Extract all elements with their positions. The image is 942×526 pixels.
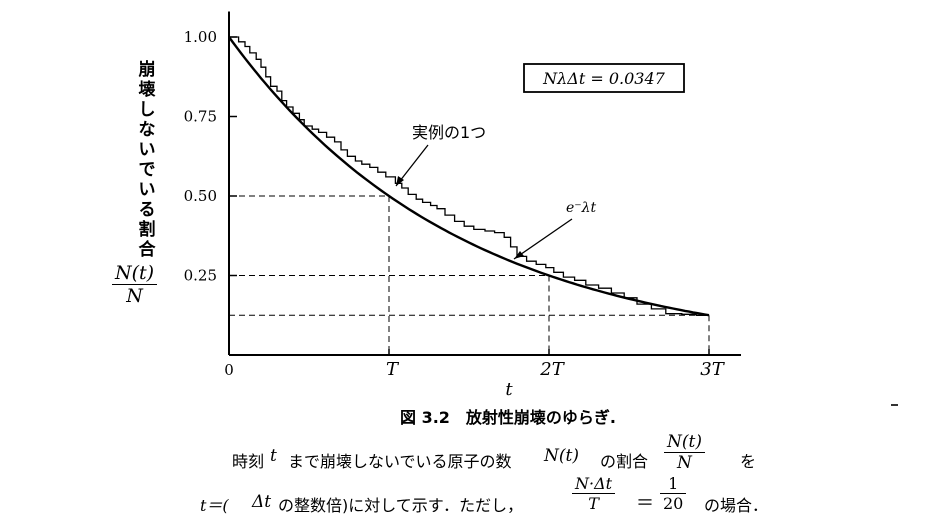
figure-caption-title: 図 3.2 放射性崩壊のゆらぎ. <box>400 408 616 427</box>
smooth-curve <box>228 36 710 317</box>
x-tick-label: 2T <box>539 359 565 380</box>
x-tick-label: T <box>386 359 400 380</box>
y-axis-fraction: N(t) N <box>112 262 158 307</box>
annotations: NλΔt = 0.0347 実例の1つ e⁻λt <box>395 63 685 260</box>
axes <box>228 11 741 356</box>
x-tick-label: 3T <box>700 359 725 380</box>
y-label-char: 壊 <box>138 80 156 100</box>
y-label-char: で <box>138 160 156 180</box>
caption-equals: ＝ <box>636 493 654 514</box>
caption-fraction-1: N(t) N <box>664 432 705 473</box>
exp-annotation-label: e⁻λt <box>566 200 597 216</box>
caption-fraction-3-den: 20 <box>660 493 687 513</box>
caption-text: t＝( <box>200 496 229 515</box>
y-label-char: 崩 <box>138 60 156 80</box>
caption-fraction-2-den: T <box>572 493 616 513</box>
exp-annotation-arrow <box>513 218 573 260</box>
y-label-char: い <box>138 140 156 160</box>
example-annotation-label: 実例の1つ <box>412 123 486 142</box>
parameter-box <box>523 63 685 93</box>
x-tick-label: 0 <box>224 361 234 379</box>
caption-fraction-1-num: N(t) <box>667 432 702 452</box>
caption-fraction-2-num: N·Δt <box>575 474 613 493</box>
y-label-char: な <box>138 120 156 140</box>
curves <box>228 36 710 317</box>
caption-text: の場合． <box>704 496 769 515</box>
y-tick-label: 1.00 <box>184 28 217 46</box>
exp-annotation-arrowhead <box>514 251 524 259</box>
caption-fraction-2: N·Δt T <box>572 474 616 513</box>
y-label-char: し <box>138 100 156 120</box>
y-label-char: る <box>138 200 156 220</box>
caption-text: まで崩壊しないでいる原子の数 <box>288 452 512 471</box>
y-tick-label: 0.25 <box>184 267 217 285</box>
caption-var-nt: N(t) <box>544 446 579 466</box>
y-label-char: い <box>138 180 156 200</box>
y-fraction-denominator: N <box>112 284 158 307</box>
parameter-box-text: NλΔt = 0.0347 <box>542 69 666 88</box>
caption-text: 時刻 <box>232 452 265 471</box>
caption-var-dt: Δt <box>252 492 272 512</box>
caption-text: を <box>740 452 757 471</box>
reference-lines <box>229 195 710 355</box>
caption-var-t: t <box>270 446 277 466</box>
step-curve <box>229 36 709 316</box>
ticks: 1.00 0.75 0.50 0.25 0 T 2T 3T t <box>184 28 726 400</box>
y-label-char: 割 <box>138 220 156 240</box>
y-label-char: 合 <box>138 240 156 260</box>
margin-mark <box>891 404 898 406</box>
y-tick-label: 0.50 <box>184 187 217 205</box>
y-fraction-numerator: N(t) <box>115 262 155 284</box>
caption-fraction-3: 1 20 <box>660 474 687 513</box>
y-tick-label: 0.75 <box>184 108 217 126</box>
caption-text: の割合 <box>600 452 649 471</box>
y-axis-label: 崩壊しないでいる割合 <box>137 60 157 260</box>
example-annotation-arrowhead <box>396 176 404 186</box>
caption-fraction-1-den: N <box>664 452 705 473</box>
caption-text: の整数倍)に対して示す．ただし， <box>278 496 524 515</box>
x-axis-symbol: t <box>505 379 513 400</box>
caption-fraction-3-num: 1 <box>668 474 679 493</box>
